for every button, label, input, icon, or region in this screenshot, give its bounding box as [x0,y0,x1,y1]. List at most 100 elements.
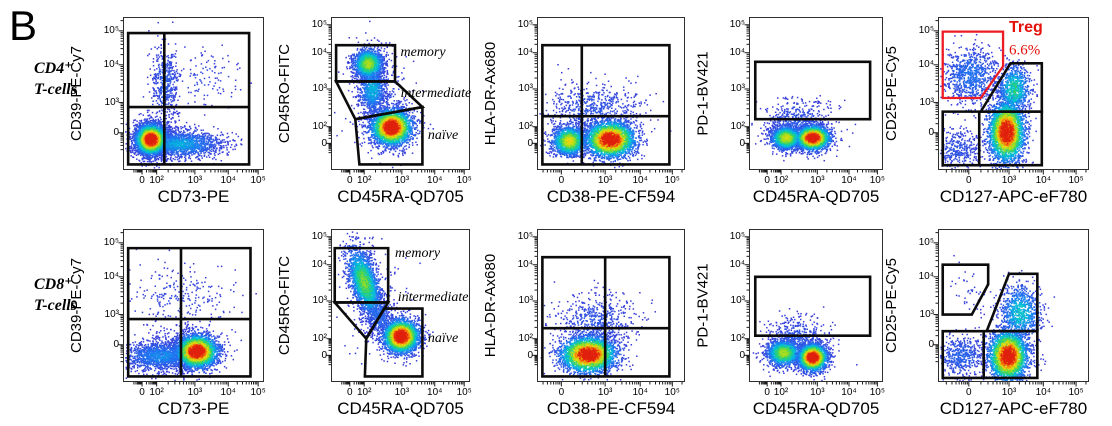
x-tick-label: 10² [149,387,164,398]
x-tick-label: 10⁴ [1035,387,1051,398]
x-tick-label: 10³ [394,387,410,398]
gate-outline [363,307,424,378]
gate-overlay [933,20,1087,175]
x-tick-label: 10⁴ [220,387,236,398]
y-tick-label: 10³ [919,309,934,321]
gate-overlay [532,236,683,387]
x-tick-label: 10³ [810,175,825,186]
y-tick-label: 10³ [104,309,119,321]
y-axis-label: HLA-DR-Ax680 [482,253,500,358]
x-axis-label: CD73-PE [157,187,230,206]
y-axis-label: HLA-DR-Ax680 [482,41,500,146]
x-tick-label: 10² [356,387,372,398]
x-tick-label: 0 [764,175,770,186]
y-tick-label: 10³ [730,295,745,307]
density-plot-canvas [538,18,684,169]
flow-plot-PD-1-BV421-vs-CD45RA-QD705: PD-1-BV421 0 10² 10³ 10⁴ 10⁵ 0 10² 10³ 10⁴ 10⁵ CD45… [695,17,885,206]
y-tick-label: 0 [527,349,533,361]
y-tick-label: 0 [113,127,119,139]
flow-plot-CD45RO-FITC-vs-CD45RA-QD705: CD45RO-FITC 0 10² 10³ 10⁴ 10⁵ 0 10² 10³ 10⁴ 10⁵ CD4… [277,17,472,206]
gate-outline [941,263,990,316]
x-tick-label: 10³ [187,387,203,398]
gate-outline [334,43,397,83]
y-tick-label: 10⁴ [729,47,745,59]
y-tick-label: 10⁴ [103,271,119,283]
flow-plot-CD39-PE-Cy7-vs-CD73-PE: CD39-PE-Cy7 0 10³ 10⁴ 10⁵ 0 10² 10³ 10⁴ 10⁵ CD73-P… [69,229,266,418]
x-tick-label: 10⁴ [841,175,857,186]
x-tick-label: 10³ [187,175,203,186]
y-tick-label: 0 [928,127,934,139]
x-tick-label: 0 [764,387,770,398]
treg-gate-outline [941,30,1005,100]
gate-overlay [532,24,683,175]
y-tick-label: 10² [312,333,327,345]
density-plot-canvas [538,230,684,381]
y-tick-label: 10³ [312,83,327,95]
x-tick-label: 10⁴ [220,175,236,186]
x-tick-label: 10⁵ [456,387,472,398]
row-label-line2: T-cells [34,81,77,99]
x-tick-label: 10⁵ [664,387,680,398]
y-axis-label: PD-1-BV421 [694,263,712,348]
flow-plot-HLA-DR-Ax680-vs-CD38-PE-CF594: HLA-DR-Ax680 0 10² 10³ 10⁴ 10⁵ 0 10³ 10⁴ 10⁵ CD38-… [483,229,685,418]
x-tick-label: 10⁴ [1035,175,1051,186]
density-plot-canvas [939,18,1088,169]
y-tick-label: 10⁴ [311,259,327,271]
x-tick-label: 10² [356,175,372,186]
density-plot-canvas [750,230,882,381]
y-tick-label: 0 [739,349,745,361]
y-axis-label: CD25-PE-Cy5 [883,45,901,142]
y-tick-label: 10⁵ [918,237,934,249]
y-tick-label: 10³ [518,83,533,95]
y-tick-label: 10³ [312,295,327,307]
x-tick-label: 10³ [597,175,613,186]
x-tick-label: 0 [558,387,565,398]
gate-overlay [118,232,259,387]
gate-label-memory: memory [400,44,446,60]
y-tick-label: 10² [518,333,533,345]
density-plot-canvas [124,18,263,169]
flow-plot-PD-1-BV421-vs-CD45RA-QD705: PD-1-BV421 0 10² 10³ 10⁴ 10⁵ 0 10² 10³ 10⁴ 10⁵ CD45… [695,229,885,418]
y-tick-label: 10³ [104,97,119,109]
y-tick-label: 10⁴ [729,259,745,271]
gate-label-intermediate: intermediate [397,289,469,305]
density-plot-canvas [332,18,469,169]
y-axis-label: CD39-PE-Cy7 [68,45,86,142]
flow-plot-CD45RO-FITC-vs-CD45RA-QD705: CD45RO-FITC 0 10² 10³ 10⁴ 10⁵ 0 10² 10³ 10⁴ 10⁵ CD4… [277,229,472,418]
y-tick-label: 0 [321,349,327,361]
y-tick-label: 0 [928,339,934,351]
y-tick-label: 10² [730,121,745,133]
y-tick-label: 0 [739,137,745,149]
gate-label-intermediate: intermediate [400,85,472,101]
y-tick-label: 10⁵ [103,237,119,249]
density-plot-canvas [939,230,1088,381]
y-tick-label: 10⁵ [729,19,745,31]
panel-label: B [9,2,38,49]
gate-outline [941,110,1044,167]
x-tick-label: 10⁴ [632,175,648,186]
gate-overlay [118,20,259,175]
gate-outline [978,61,1044,113]
annotation-Treg: Treg [1009,18,1043,36]
y-tick-label: 10⁴ [918,59,934,71]
y-tick-label: 10⁴ [311,47,327,59]
x-tick-label: 0 [966,387,972,398]
y-axis-label: CD45RO-FITC [276,255,294,356]
gate-outline [331,301,391,341]
x-tick-label: 10⁴ [427,387,443,398]
x-tick-label: 10⁴ [427,175,443,186]
y-tick-label: 10⁴ [517,259,533,271]
y-tick-label: 10⁴ [918,271,934,283]
y-tick-label: 10² [518,121,533,133]
gate-outline [126,246,252,378]
x-tick-label: 10³ [810,387,825,398]
gate-overlay [744,24,878,175]
gate-overlay [326,236,465,387]
x-axis-label: CD127-APC-eF780 [939,187,1088,206]
gate-outline [941,329,1039,380]
y-tick-label: 10⁴ [103,59,119,71]
x-tick-label: 10⁵ [456,175,472,186]
y-axis-label: PD-1-BV421 [694,51,712,136]
x-axis-label: CD73-PE [157,399,230,418]
flow-plot-CD25-PE-Cy5-vs-CD127-APC-eF780: CD25-PE-Cy5 0 10³ 10⁴ 10⁵ 0 10³ 10⁴ 10⁵ CD127-APC… [884,229,1089,418]
